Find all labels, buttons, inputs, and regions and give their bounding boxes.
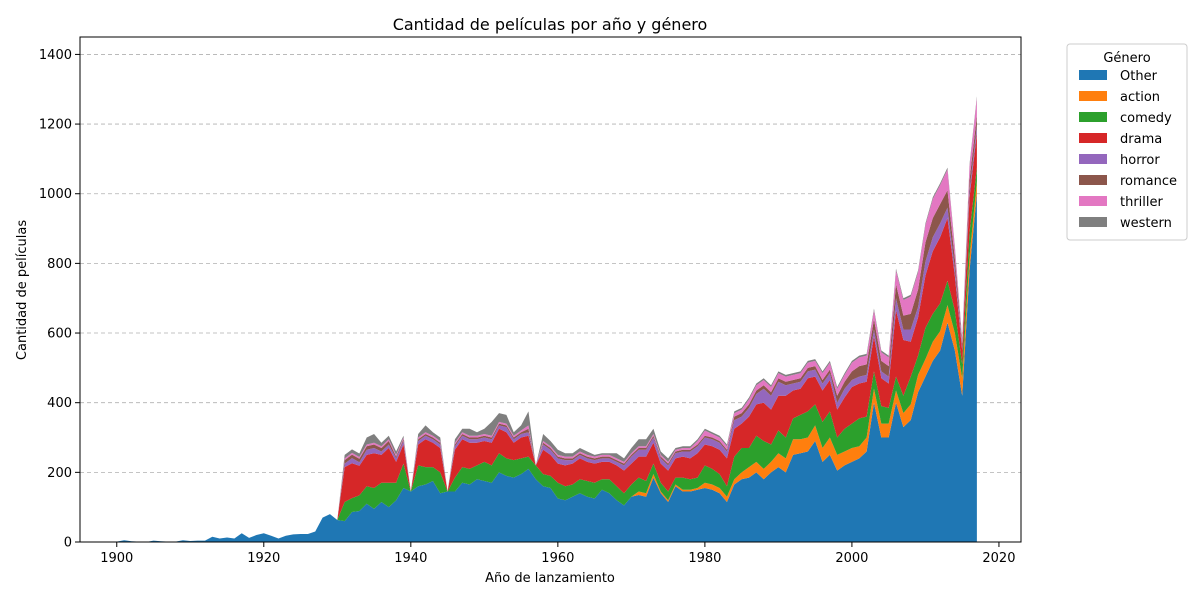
- x-tick-label: 1900: [100, 551, 133, 566]
- legend-swatch-western: [1079, 217, 1107, 227]
- x-tick-label: 2020: [982, 551, 1015, 566]
- legend-label-drama: drama: [1120, 132, 1162, 147]
- area-Other: [116, 193, 977, 542]
- x-tick-label: 1980: [688, 551, 721, 566]
- y-tick-label: 800: [47, 257, 72, 272]
- area-drama: [116, 132, 977, 542]
- area-comedy: [116, 167, 977, 542]
- legend-swatch-romance: [1079, 175, 1107, 185]
- legend-swatch-Other: [1079, 70, 1107, 80]
- legend-label-western: western: [1120, 216, 1172, 231]
- x-tick-label: 2000: [835, 551, 868, 566]
- legend: Género Other action comedy drama horror roman…: [1066, 43, 1188, 241]
- y-tick-label: 400: [47, 396, 72, 411]
- legend-label-comedy: comedy: [1120, 111, 1172, 126]
- plot-frame: [79, 36, 1022, 543]
- legend-swatch-thriller: [1079, 196, 1107, 206]
- legend-label-thriller: thriller: [1120, 195, 1164, 210]
- legend-label-action: action: [1120, 90, 1160, 105]
- legend-swatch-action: [1079, 91, 1107, 101]
- x-axis-title: Año de lanzamiento: [485, 571, 615, 586]
- y-axis-title: Cantidad de películas: [15, 220, 30, 360]
- grid-lines: [80, 54, 1021, 473]
- stacked-areas: [116, 96, 977, 543]
- y-tick-label: 1000: [39, 187, 72, 202]
- legend-swatch-comedy: [1079, 112, 1107, 122]
- legend-label-horror: horror: [1120, 153, 1160, 168]
- axes: 1900 1920 1940 1960 1980 2000 2020 0 200 400 600 80…: [39, 48, 1016, 566]
- y-tick-label: 0: [64, 536, 72, 551]
- x-tick-label: 1920: [247, 551, 280, 566]
- x-tick-label: 1960: [541, 551, 574, 566]
- y-tick-label: 600: [47, 327, 72, 342]
- legend-label-romance: romance: [1120, 174, 1177, 189]
- chart-title: Cantidad de películas por año y género: [393, 15, 708, 34]
- x-tick-label: 1940: [394, 551, 427, 566]
- y-tick-label: 1200: [39, 118, 72, 133]
- legend-swatch-drama: [1079, 133, 1107, 143]
- legend-label-Other: Other: [1120, 69, 1158, 84]
- y-tick-label: 1400: [39, 48, 72, 63]
- legend-title: Género: [1103, 51, 1150, 66]
- y-tick-label: 200: [47, 466, 72, 481]
- legend-swatch-horror: [1079, 154, 1107, 164]
